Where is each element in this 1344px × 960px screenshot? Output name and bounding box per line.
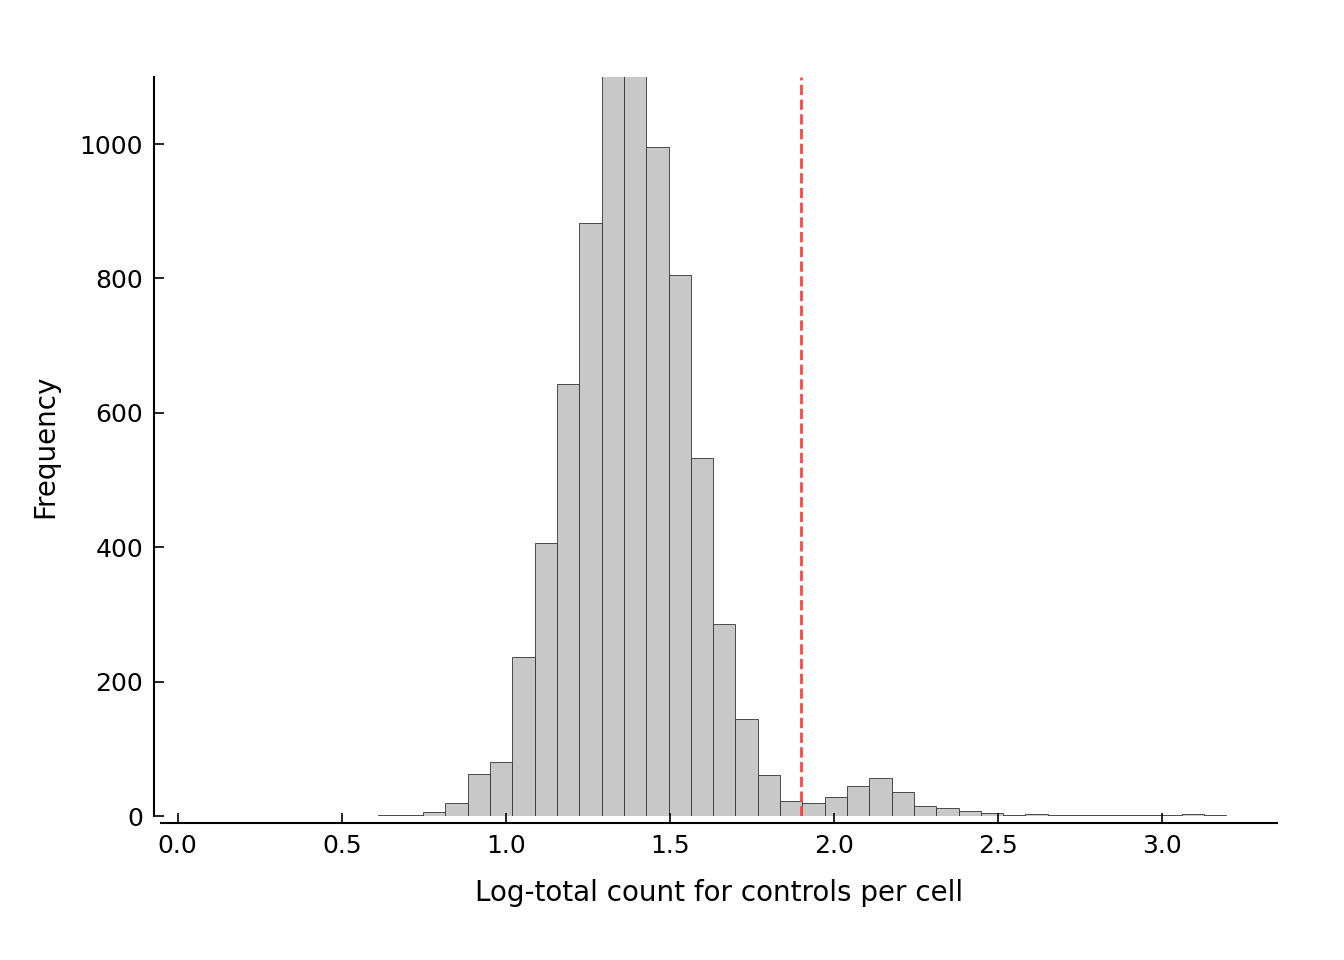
Bar — [780, 801, 802, 816]
Bar — [579, 223, 602, 816]
Bar — [556, 384, 579, 816]
Bar — [758, 775, 780, 816]
Bar — [379, 815, 401, 816]
X-axis label: Log-total count for controls per cell: Log-total count for controls per cell — [474, 879, 964, 907]
Bar — [958, 811, 981, 816]
Bar — [847, 785, 870, 816]
Bar — [891, 792, 914, 816]
Bar — [445, 804, 468, 816]
Bar — [535, 543, 556, 816]
Bar — [423, 812, 445, 816]
Bar — [1025, 814, 1048, 816]
Bar — [512, 657, 535, 816]
Bar — [914, 805, 937, 816]
Bar — [802, 803, 825, 816]
Bar — [714, 624, 735, 816]
Bar — [937, 808, 958, 816]
Bar — [691, 459, 714, 816]
Bar — [735, 718, 758, 816]
Bar — [981, 812, 1003, 816]
Bar — [668, 275, 691, 816]
Bar — [624, 72, 646, 816]
Bar — [602, 43, 624, 816]
Y-axis label: Frequency: Frequency — [31, 374, 59, 518]
Bar — [825, 797, 847, 816]
Bar — [1204, 815, 1226, 816]
Bar — [646, 148, 668, 816]
Bar — [491, 761, 512, 816]
Bar — [870, 778, 891, 816]
Bar — [1181, 814, 1204, 816]
Bar — [468, 775, 491, 816]
